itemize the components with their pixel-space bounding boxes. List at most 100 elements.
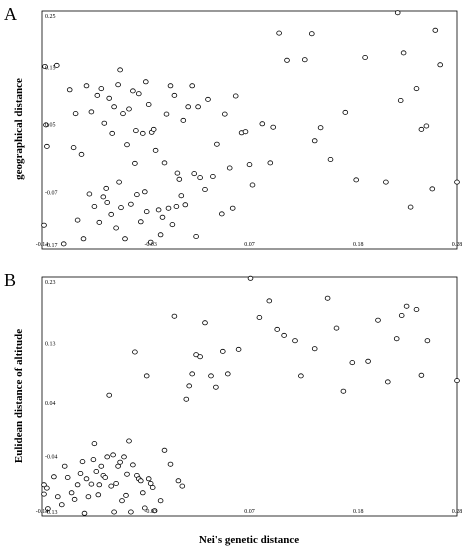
point-85 bbox=[249, 182, 256, 188]
point-73 bbox=[281, 332, 287, 338]
point-94 bbox=[317, 125, 324, 131]
point-97 bbox=[353, 177, 360, 183]
x-tick-label-0: -0.14 bbox=[36, 509, 49, 515]
point-71 bbox=[195, 104, 201, 110]
point-89 bbox=[424, 338, 431, 344]
point-27 bbox=[106, 392, 112, 398]
point-69 bbox=[247, 275, 254, 281]
point-3 bbox=[45, 506, 51, 512]
point-88 bbox=[418, 372, 425, 378]
point-104 bbox=[413, 86, 420, 92]
point-54 bbox=[167, 461, 174, 467]
point-81 bbox=[365, 358, 371, 364]
point-8 bbox=[64, 474, 71, 480]
point-107 bbox=[429, 186, 436, 192]
point-15 bbox=[91, 203, 98, 209]
point-78 bbox=[333, 325, 340, 331]
point-70 bbox=[193, 233, 199, 239]
point-40 bbox=[134, 192, 140, 198]
point-8 bbox=[72, 111, 79, 117]
point-87 bbox=[267, 160, 274, 166]
point-7 bbox=[61, 463, 68, 469]
point-64 bbox=[178, 193, 185, 199]
point-5 bbox=[60, 241, 67, 247]
point-87 bbox=[413, 306, 420, 312]
point-81 bbox=[232, 93, 239, 99]
point-62 bbox=[197, 354, 203, 360]
point-12 bbox=[77, 470, 84, 476]
point-11 bbox=[74, 482, 81, 488]
point-60 bbox=[171, 92, 178, 98]
y-tick-label-3: -0.07 bbox=[45, 190, 58, 196]
point-55 bbox=[171, 313, 178, 319]
point-86 bbox=[259, 121, 266, 127]
point-31 bbox=[113, 480, 119, 486]
point-83 bbox=[242, 129, 249, 135]
point-37 bbox=[130, 88, 136, 94]
point-39 bbox=[128, 509, 134, 515]
point-75 bbox=[210, 173, 216, 179]
point-68 bbox=[235, 346, 242, 352]
point-46 bbox=[142, 505, 148, 511]
point-30 bbox=[111, 509, 117, 515]
point-23 bbox=[106, 95, 112, 101]
point-19 bbox=[100, 194, 107, 200]
point-16 bbox=[85, 494, 92, 500]
point-29 bbox=[116, 179, 122, 185]
point-91 bbox=[301, 57, 308, 63]
point-5 bbox=[54, 494, 61, 500]
x-tick-label-3: 0.18 bbox=[353, 242, 364, 248]
point-18 bbox=[90, 457, 97, 463]
point-1 bbox=[43, 122, 49, 128]
point-10 bbox=[71, 496, 78, 502]
point-3 bbox=[41, 222, 47, 228]
point-105 bbox=[418, 126, 425, 132]
point-38 bbox=[126, 438, 132, 444]
point-80 bbox=[229, 205, 236, 211]
point-42 bbox=[138, 219, 144, 225]
point-103 bbox=[407, 204, 414, 210]
point-25 bbox=[109, 130, 115, 136]
point-21 bbox=[95, 492, 102, 498]
point-13 bbox=[86, 191, 93, 197]
y-tick-label-4: -0.13 bbox=[45, 510, 58, 516]
point-44 bbox=[138, 478, 144, 484]
point-13 bbox=[79, 459, 86, 465]
point-11 bbox=[80, 236, 87, 242]
point-48 bbox=[145, 476, 152, 482]
point-96 bbox=[342, 109, 349, 115]
point-30 bbox=[117, 67, 123, 73]
point-74 bbox=[205, 96, 211, 102]
point-26 bbox=[104, 454, 110, 460]
point-92 bbox=[308, 31, 315, 37]
point-93 bbox=[311, 138, 318, 144]
point-72 bbox=[197, 175, 203, 181]
point-63 bbox=[176, 176, 183, 182]
point-48 bbox=[147, 239, 154, 245]
point-101 bbox=[397, 98, 404, 104]
x-tick-label-2: 0.07 bbox=[244, 509, 255, 515]
point-89 bbox=[276, 30, 282, 36]
point-80 bbox=[349, 360, 356, 366]
point-52 bbox=[155, 207, 162, 213]
point-69 bbox=[191, 171, 198, 177]
y-tick-label-2: 0.05 bbox=[45, 122, 56, 128]
point-18 bbox=[98, 86, 105, 92]
point-90 bbox=[454, 378, 460, 384]
point-45 bbox=[140, 490, 146, 496]
point-47 bbox=[145, 102, 152, 108]
x-tick-label-4: 0.28 bbox=[452, 509, 463, 515]
point-82 bbox=[375, 317, 381, 323]
point-59 bbox=[169, 222, 176, 228]
point-0 bbox=[41, 482, 47, 488]
point-57 bbox=[165, 205, 172, 211]
point-29 bbox=[110, 452, 116, 458]
point-24 bbox=[108, 211, 114, 217]
point-32 bbox=[120, 111, 126, 117]
point-7 bbox=[70, 145, 77, 151]
x-tick-label-3: 0.18 bbox=[353, 509, 364, 515]
point-6 bbox=[58, 502, 65, 508]
point-77 bbox=[324, 295, 331, 301]
point-78 bbox=[222, 111, 228, 117]
